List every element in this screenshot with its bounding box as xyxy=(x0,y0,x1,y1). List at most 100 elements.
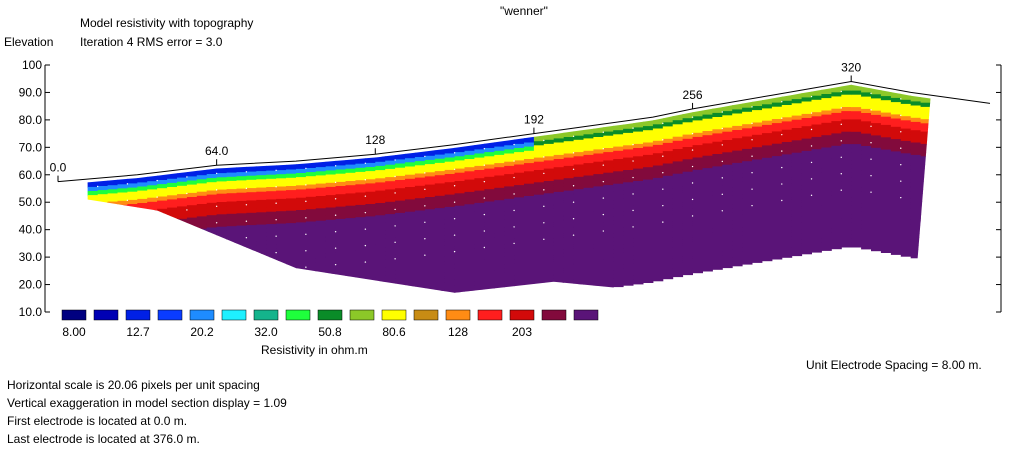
model-cell xyxy=(177,243,188,249)
model-cell xyxy=(573,148,584,153)
model-cell xyxy=(58,342,68,347)
model-cell xyxy=(424,221,436,227)
model-point xyxy=(543,139,545,142)
model-cell xyxy=(256,265,267,271)
model-cell xyxy=(454,279,465,285)
model-cell xyxy=(880,207,892,212)
model-cell xyxy=(960,154,970,159)
model-cell xyxy=(305,283,317,288)
model-cell xyxy=(553,216,565,222)
model-cell xyxy=(781,207,793,213)
model-cell xyxy=(434,228,446,234)
model-cell xyxy=(702,168,713,173)
model-cell xyxy=(643,171,654,176)
model-cell xyxy=(434,241,446,246)
model-cell xyxy=(771,254,783,260)
model-cell xyxy=(890,250,902,255)
topography-line xyxy=(57,80,991,183)
model-cell xyxy=(880,236,892,241)
model-cell xyxy=(871,147,882,153)
model-cell xyxy=(821,159,832,165)
model-cell xyxy=(960,199,970,204)
model-cell xyxy=(524,150,535,156)
model-cell xyxy=(305,287,317,292)
model-cell xyxy=(712,129,723,134)
model-cell xyxy=(752,155,763,160)
legend-swatch xyxy=(285,309,311,321)
model-cell xyxy=(484,283,495,289)
model-cell xyxy=(831,232,842,237)
model-cell xyxy=(276,244,287,249)
model-cell xyxy=(266,302,277,307)
model-cell xyxy=(801,196,812,201)
model-cell xyxy=(702,172,713,177)
model-cell xyxy=(871,151,882,157)
model-cell xyxy=(266,277,277,283)
model-cell xyxy=(137,273,148,278)
model-cell xyxy=(276,170,287,175)
model-cell xyxy=(910,138,922,143)
model-cell xyxy=(524,266,535,271)
model-cell xyxy=(920,226,931,231)
model-cell xyxy=(910,105,922,111)
model-point xyxy=(245,171,248,173)
model-cell xyxy=(365,199,376,205)
model-cell xyxy=(742,210,753,216)
model-cell xyxy=(662,175,674,181)
model-cell xyxy=(742,128,753,133)
model-cell xyxy=(484,292,495,297)
model-cell xyxy=(474,215,485,220)
model-cell xyxy=(454,197,465,202)
model-cell xyxy=(831,187,842,192)
model-cell xyxy=(712,199,723,204)
model-cell xyxy=(662,274,674,280)
model-cell xyxy=(871,131,882,136)
model-cell xyxy=(147,259,158,264)
model-cell xyxy=(365,278,376,283)
model-cell xyxy=(196,175,208,180)
model-cell xyxy=(286,272,297,278)
model-cell xyxy=(226,242,237,248)
model-cell xyxy=(910,179,922,185)
model-cell xyxy=(414,284,426,290)
model-cell xyxy=(87,298,99,303)
model-cell xyxy=(464,261,475,267)
model-cell xyxy=(652,194,664,199)
model-cell xyxy=(385,230,396,236)
model-cell xyxy=(345,201,356,207)
model-cell xyxy=(563,219,575,224)
model-cell xyxy=(206,223,218,228)
model-cell xyxy=(940,106,950,111)
model-cell xyxy=(553,245,565,250)
model-cell xyxy=(563,264,575,270)
model-cell xyxy=(196,237,208,242)
model-cell xyxy=(87,241,89,246)
model-cell xyxy=(474,202,485,208)
model-point xyxy=(870,142,872,144)
model-cell xyxy=(573,205,584,211)
model-cell xyxy=(603,250,614,256)
model-cell xyxy=(603,139,614,145)
model-cell xyxy=(206,268,218,274)
model-cell xyxy=(811,157,822,163)
model-cell xyxy=(246,163,257,168)
model-cell xyxy=(325,232,337,237)
model-point xyxy=(900,131,902,133)
model-cell xyxy=(167,302,178,307)
model-cell xyxy=(682,184,693,189)
model-cell xyxy=(494,278,505,283)
model-cell xyxy=(514,288,525,293)
model-cell xyxy=(692,132,703,138)
model-cell xyxy=(533,190,545,196)
model-cell xyxy=(266,203,277,209)
model-cell xyxy=(226,213,237,219)
model-cell xyxy=(722,197,733,203)
model-cell xyxy=(117,303,128,309)
model-cell xyxy=(296,238,307,244)
model-cell xyxy=(791,214,803,219)
model-cell xyxy=(712,174,723,180)
model-cell xyxy=(643,229,654,234)
model-cell xyxy=(573,259,584,264)
model-cell xyxy=(147,280,158,285)
model-cell xyxy=(643,187,654,193)
